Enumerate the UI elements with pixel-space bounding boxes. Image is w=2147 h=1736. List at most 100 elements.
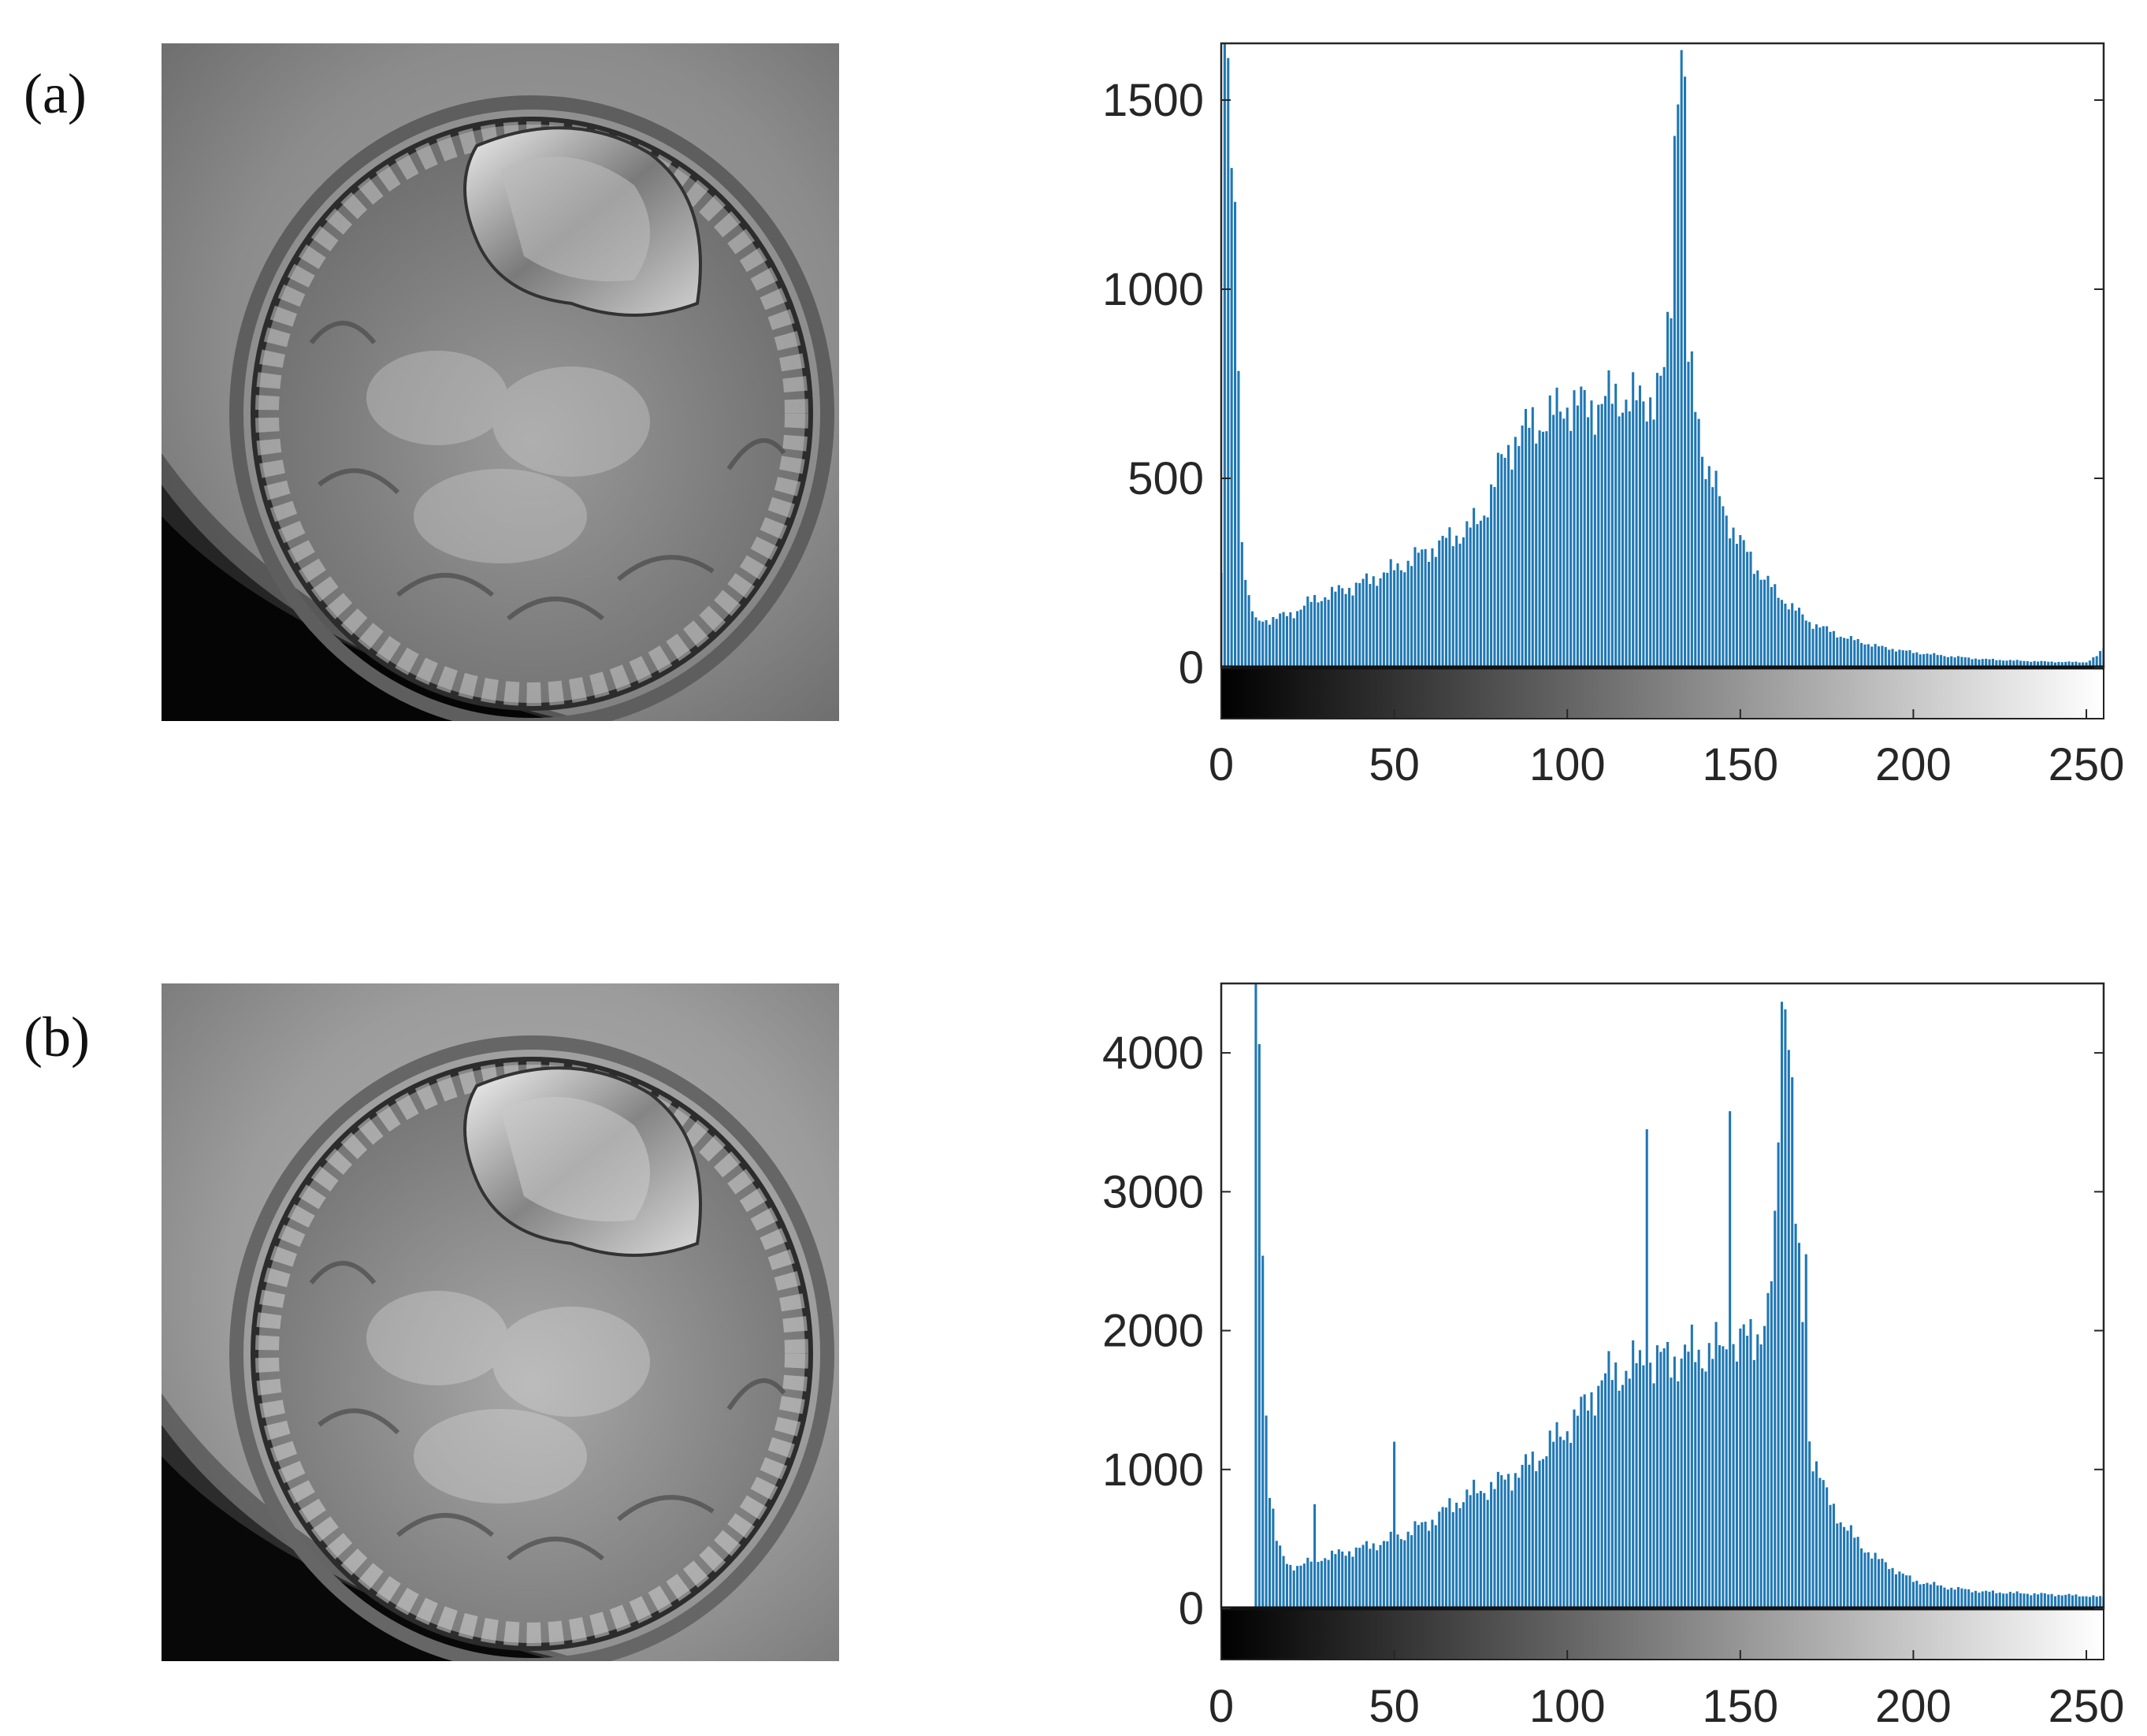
histogram-bar [1573, 1409, 1576, 1608]
histogram-bar [1922, 1583, 1926, 1608]
histogram-bar [1797, 608, 1801, 667]
histogram-bar [1933, 652, 1936, 667]
histogram-bar [1496, 452, 1499, 667]
histogram-bar [1541, 431, 1545, 667]
histogram-bar [1514, 437, 1517, 667]
histogram-bar [2002, 660, 2005, 667]
histogram-bar [2040, 660, 2043, 667]
histogram-bar [1413, 547, 1417, 667]
histogram-bar [1230, 168, 1233, 667]
histogram-bar [1369, 1548, 1372, 1608]
histogram-bar [2005, 1593, 2008, 1608]
histogram-bar [1978, 659, 1981, 667]
histogram-bar [1908, 1575, 1911, 1608]
histogram-bar [1493, 1489, 1496, 1608]
histogram-bar [1777, 1142, 1780, 1608]
histogram-bar [1684, 76, 1687, 667]
histogram-bar [1655, 1345, 1659, 1608]
histogram-bar [1261, 1255, 1265, 1608]
histogram-bar [1341, 588, 1344, 667]
histogram-bar [1309, 1561, 1313, 1608]
histogram-bar [1974, 1590, 1978, 1608]
x-tick-label: 0 [1209, 1681, 1234, 1732]
histogram-bar [1424, 1522, 1427, 1608]
histogram-bar [1410, 566, 1413, 667]
histogram-bar [1331, 586, 1334, 667]
histogram-bar [2053, 1596, 2057, 1608]
histogram-bar [1950, 656, 1953, 667]
histogram-bar [1991, 659, 1994, 667]
histogram-bar [2071, 662, 2075, 667]
histogram-bar [1285, 615, 1288, 667]
histogram-bar [1610, 1380, 1614, 1608]
histogram-bar [1299, 1565, 1302, 1608]
histogram-bar [1991, 1590, 1994, 1608]
histogram-bar [1763, 579, 1766, 667]
histogram-bar [1234, 202, 1237, 667]
histogram-bar [1372, 576, 1375, 667]
histogram-bar [2085, 662, 2088, 667]
histogram-bar [2057, 1594, 2060, 1608]
histogram-bar [1642, 1365, 1645, 1608]
histogram-bar [1614, 1362, 1618, 1608]
histogram-bar [2012, 1593, 2015, 1608]
histogram-bar [1791, 1077, 1794, 1608]
histogram-bar [1292, 1570, 1295, 1608]
histogram-bar [1763, 1325, 1766, 1608]
histogram-bar [1406, 1531, 1410, 1608]
histogram-bar [1978, 1593, 1981, 1608]
histogram-bar [1376, 585, 1379, 667]
histogram-bar [1697, 1349, 1700, 1608]
histogram-bar [1272, 1508, 1275, 1608]
histogram-bar [2019, 660, 2023, 667]
histogram-bar [1625, 400, 1628, 667]
histogram-bar [1749, 552, 1752, 667]
histogram-bars [1221, 43, 2104, 667]
histogram-bar [1510, 1490, 1514, 1608]
histogram-bar [1320, 600, 1323, 667]
histogram-bar [1558, 411, 1562, 667]
histogram-bar [1479, 520, 1482, 667]
histogram-bar [2047, 661, 2050, 667]
histogram-bar [1655, 373, 1659, 667]
histogram-bar [1749, 1318, 1752, 1608]
histogram-bar [1638, 385, 1641, 667]
histogram-bar [1324, 1558, 1327, 1608]
histogram-bar [1911, 1582, 1915, 1608]
histogram-bar [1573, 390, 1576, 667]
histogram-bar [2064, 1594, 2067, 1608]
histogram-bar [1417, 1525, 1420, 1608]
histogram-bar [1275, 1541, 1278, 1608]
histogram-bar [1399, 1539, 1402, 1608]
embryo-micrograph-icon [162, 43, 839, 721]
histogram-bar [1524, 1454, 1528, 1608]
histogram-a: 0 500 1000 1500 0 50 100 150 200 250 [1102, 42, 2124, 790]
histogram-bar [1971, 659, 1974, 667]
histogram-bar [1700, 456, 1704, 667]
histogram-bar [1804, 620, 1807, 667]
histogram-bar [1376, 1550, 1379, 1608]
histogram-bar [1998, 660, 2001, 667]
histogram-bar [1302, 1563, 1306, 1608]
histogram-bar [1257, 620, 1261, 667]
histogram-bar [2023, 660, 2026, 667]
histogram-bar [1379, 1545, 1382, 1608]
histogram-bar [1590, 400, 1593, 667]
histogram-bar [1386, 572, 1389, 667]
histogram-bar [1341, 1551, 1344, 1608]
histogram-bar [1431, 1519, 1434, 1608]
histogram-bar [1981, 1591, 1984, 1608]
histogram-bar [1279, 1545, 1282, 1608]
grayscale-colorbar [1220, 667, 2104, 719]
histogram-bar [1794, 1223, 1797, 1608]
histogram-bar [1427, 561, 1431, 667]
histogram-bar [1784, 604, 1787, 667]
histogram-bar [1898, 649, 1901, 667]
histogram-bar [1223, 43, 1226, 667]
histogram-bar [1334, 1554, 1337, 1608]
histogram-bar [1995, 1593, 1998, 1608]
histogram-bar [1289, 612, 1292, 667]
histogram-bar [1707, 466, 1711, 667]
histogram-bar [1393, 570, 1396, 667]
histogram-bar [1874, 1552, 1877, 1608]
